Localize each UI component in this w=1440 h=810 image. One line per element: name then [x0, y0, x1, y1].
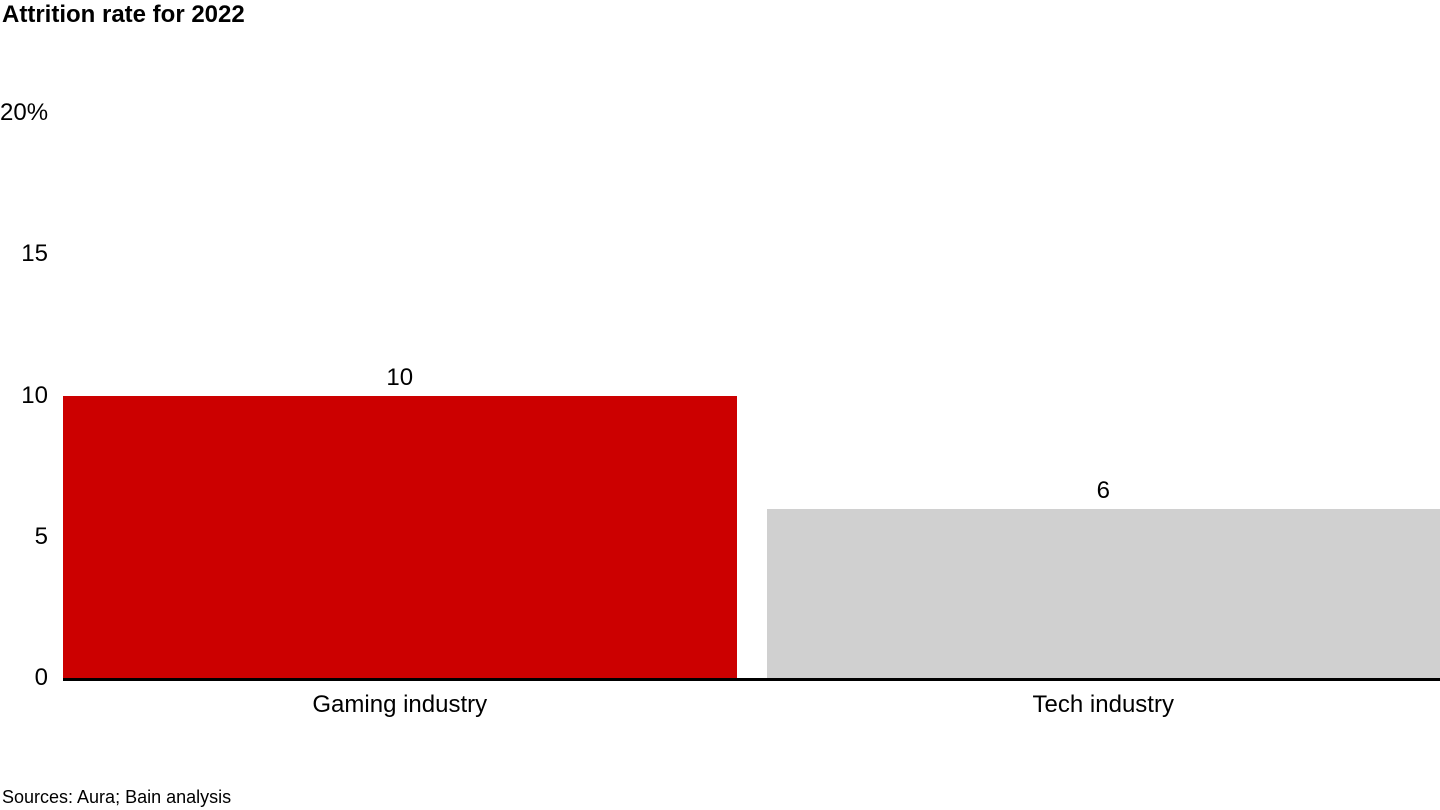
x-axis-labels: Gaming industry Tech industry [63, 691, 1440, 719]
x-category-label-0: Gaming industry [312, 691, 488, 718]
bar-value-label-0: 10 [386, 363, 414, 391]
bar-0 [63, 395, 737, 678]
bar-1 [766, 508, 1440, 678]
y-tick-label: 20% [0, 99, 49, 126]
bar-value-label-1: 6 [1096, 476, 1110, 504]
bars-container: 10 6 [63, 113, 1440, 678]
bar-slot-1: 6 [766, 113, 1440, 678]
bar-slot-0: 10 [63, 113, 737, 678]
x-category-label-1: Tech industry [1032, 691, 1174, 718]
y-tick-label: 15 [21, 240, 48, 268]
chart-title: Attrition rate for 2022 [2, 1, 245, 28]
x-axis-line [63, 678, 1440, 681]
y-tick-label: 0 [34, 664, 48, 691]
y-tick-label: 5 [34, 522, 48, 550]
source-note: Sources: Aura; Bain analysis [2, 787, 232, 807]
y-tick-label: 10 [21, 381, 48, 409]
plot-area: 10 6 [63, 113, 1440, 678]
y-axis: 20% 15 10 5 0 [0, 0, 48, 810]
